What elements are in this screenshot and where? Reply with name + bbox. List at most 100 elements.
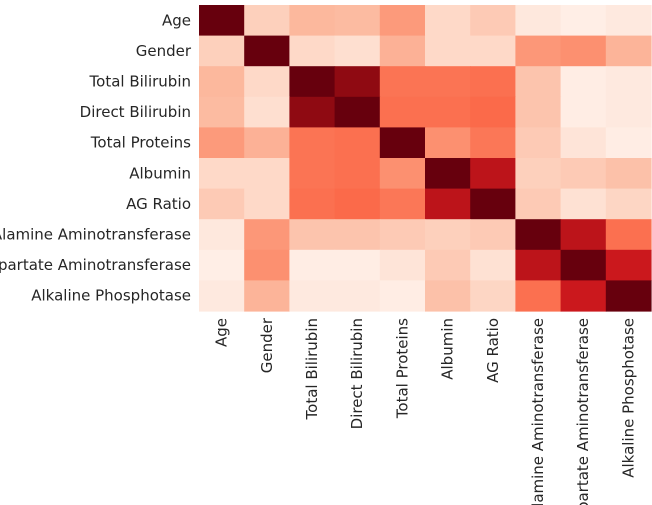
heatmap-cell <box>425 219 471 251</box>
heatmap-cell <box>244 249 290 281</box>
heatmap-cell <box>199 5 245 37</box>
heatmap-cell <box>244 96 290 128</box>
heatmap-cell <box>289 219 336 251</box>
heatmap-cell <box>470 96 516 128</box>
heatmap-cell <box>515 5 562 37</box>
heatmap-cell <box>605 188 652 220</box>
x-tick-labels: Age Gender Total Bilirubin Direct Bilirubin… <box>213 317 638 505</box>
heatmap-cell <box>605 96 652 128</box>
x-tick-label: Total Proteins <box>393 318 411 419</box>
heatmap-cell <box>515 188 562 220</box>
heatmap-cell <box>199 35 245 67</box>
heatmap-cell <box>334 249 381 281</box>
heatmap-cell <box>605 127 652 159</box>
heatmap-cell <box>470 249 516 281</box>
x-tick-label: Age <box>213 318 231 347</box>
heatmap-cell <box>560 127 607 159</box>
y-tick-label: Total Bilirubin <box>89 73 191 91</box>
heatmap-cell <box>560 249 607 281</box>
heatmap-cell <box>379 219 426 251</box>
heatmap-cell <box>199 158 245 190</box>
heatmap-cell <box>560 188 607 220</box>
heatmap-cell <box>199 96 245 128</box>
heatmap-cell <box>515 158 562 190</box>
heatmap-cell <box>379 280 426 312</box>
heatmap-cell <box>515 127 562 159</box>
heatmap-cell <box>244 35 290 67</box>
heatmap-cell <box>560 280 607 312</box>
heatmap-cell <box>425 5 471 37</box>
heatmap-cell <box>244 188 290 220</box>
heatmap-cell <box>470 158 516 190</box>
x-tick-label: Alamine Aminotransferase <box>529 318 547 505</box>
heatmap-cell <box>605 280 652 312</box>
heatmap-cell <box>244 5 290 37</box>
heatmap-cell <box>425 127 471 159</box>
heatmap-cell <box>515 35 562 67</box>
heatmap-cell <box>199 188 245 220</box>
heatmap-cell <box>289 5 336 37</box>
heatmap-cell <box>334 66 381 98</box>
heatmap-cell <box>379 35 426 67</box>
y-tick-label: Total Proteins <box>90 134 191 152</box>
heatmap-cell <box>470 188 516 220</box>
heatmap-cell <box>560 5 607 37</box>
heatmap-cell <box>515 66 562 98</box>
heatmap-cells <box>199 5 652 312</box>
heatmap-cell <box>334 219 381 251</box>
x-tick-label: Albumin <box>439 318 457 380</box>
y-tick-label: Gender <box>136 42 192 60</box>
y-tick-label: Albumin <box>129 164 191 182</box>
heatmap-cell <box>289 35 336 67</box>
heatmap-cell <box>379 249 426 281</box>
heatmap-cell <box>199 280 245 312</box>
heatmap-cell <box>289 66 336 98</box>
heatmap-cell <box>560 35 607 67</box>
x-tick-label: Aspartate Aminotransferase <box>574 318 592 505</box>
heatmap-cell <box>425 158 471 190</box>
heatmap-cell <box>605 249 652 281</box>
heatmap-cell <box>605 35 652 67</box>
heatmap-cell <box>289 158 336 190</box>
heatmap-cell <box>605 158 652 190</box>
x-tick-label: Alkaline Phosphotase <box>619 318 637 478</box>
heatmap-cell <box>470 219 516 251</box>
y-tick-label: Alamine Aminotransferase <box>0 226 191 244</box>
heatmap-cell <box>334 127 381 159</box>
heatmap-cell <box>334 188 381 220</box>
heatmap-cell <box>560 66 607 98</box>
heatmap-cell <box>379 127 426 159</box>
heatmap-cell <box>334 5 381 37</box>
heatmap-cell <box>289 249 336 281</box>
y-tick-label: Alkaline Phosphotase <box>31 287 191 305</box>
heatmap-cell <box>425 96 471 128</box>
heatmap-cell <box>425 280 471 312</box>
heatmap-cell <box>560 96 607 128</box>
heatmap-cell <box>289 96 336 128</box>
heatmap-cell <box>605 5 652 37</box>
heatmap-cell <box>470 35 516 67</box>
heatmap-cell <box>560 158 607 190</box>
y-tick-label: Aspartate Aminotransferase <box>0 256 191 274</box>
heatmap-cell <box>515 219 562 251</box>
heatmap-cell <box>289 188 336 220</box>
heatmap-cell <box>425 188 471 220</box>
heatmap-cell <box>470 5 516 37</box>
heatmap-cell <box>470 280 516 312</box>
heatmap-cell <box>244 219 290 251</box>
heatmap-cell <box>470 127 516 159</box>
heatmap-cell <box>515 280 562 312</box>
heatmap-cell <box>605 66 652 98</box>
heatmap-cell <box>379 188 426 220</box>
y-tick-label: AG Ratio <box>126 195 191 213</box>
heatmap-cell <box>515 96 562 128</box>
heatmap-cell <box>289 127 336 159</box>
heatmap-cell <box>379 158 426 190</box>
x-tick-label: AG Ratio <box>484 318 502 383</box>
heatmap-cell <box>379 5 426 37</box>
heatmap-cell <box>605 219 652 251</box>
heatmap-cell <box>244 127 290 159</box>
x-tick-label: Direct Bilirubin <box>348 318 366 429</box>
heatmap-cell <box>515 249 562 281</box>
